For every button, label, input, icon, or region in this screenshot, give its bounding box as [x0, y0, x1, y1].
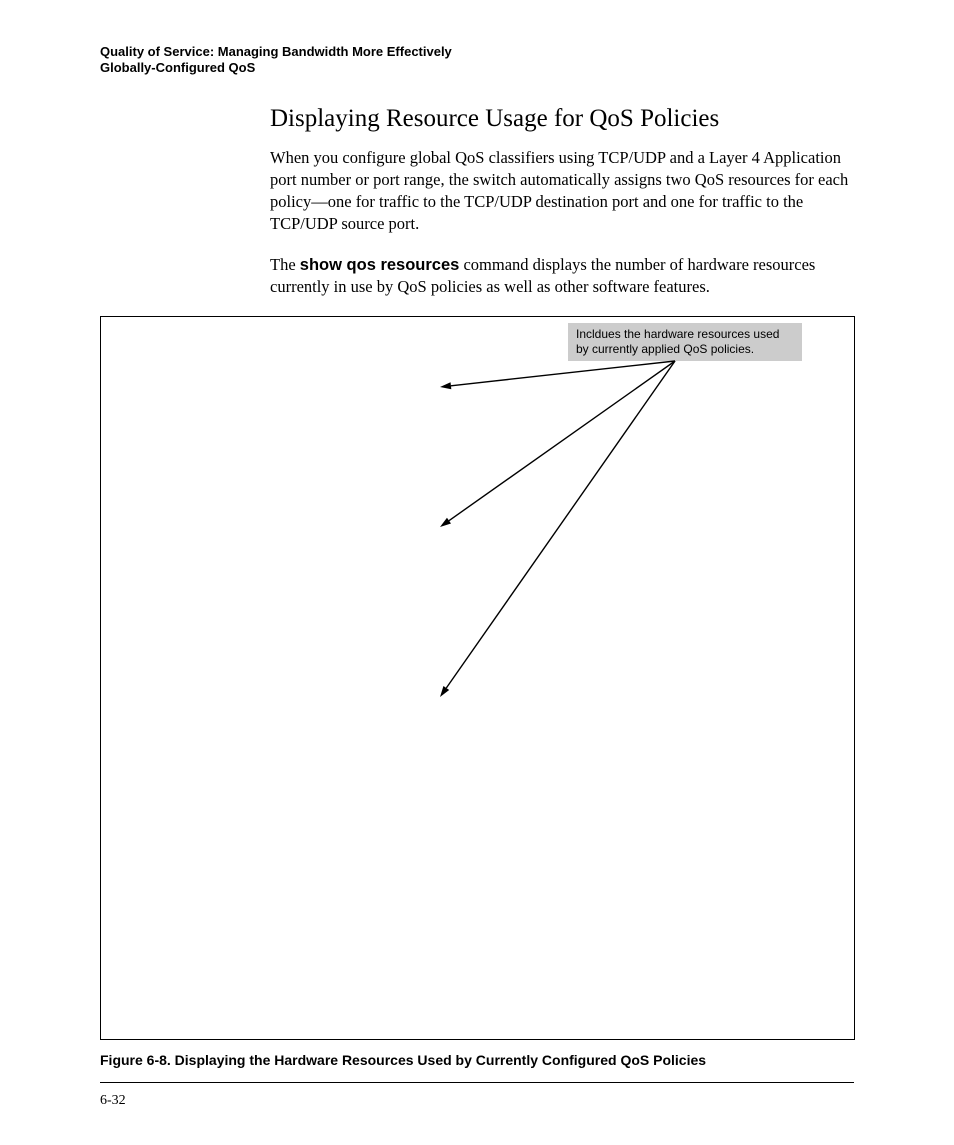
page: Quality of Service: Managing Bandwidth M… [0, 0, 954, 1145]
paragraph-2: The show qos resources command displays … [270, 254, 854, 299]
body-column: Displaying Resource Usage for QoS Polici… [270, 105, 854, 299]
figure-caption: Figure 6-8. Displaying the Hardware Reso… [100, 1052, 854, 1068]
figure: Incldues the hardware resources used by … [100, 316, 854, 1068]
para2-pre: The [270, 255, 300, 274]
section-heading: Displaying Resource Usage for QoS Polici… [270, 105, 854, 133]
running-head-section: Globally-Configured QoS [100, 60, 854, 76]
figure-arrows [101, 317, 855, 1040]
running-head: Quality of Service: Managing Bandwidth M… [100, 44, 854, 77]
command-name: show qos resources [300, 256, 460, 274]
footer-rule [100, 1082, 854, 1083]
paragraph-1: When you configure global QoS classifier… [270, 147, 854, 236]
running-head-chapter: Quality of Service: Managing Bandwidth M… [100, 44, 854, 60]
page-number: 6-32 [100, 1093, 126, 1109]
figure-frame: Incldues the hardware resources used by … [100, 316, 855, 1040]
